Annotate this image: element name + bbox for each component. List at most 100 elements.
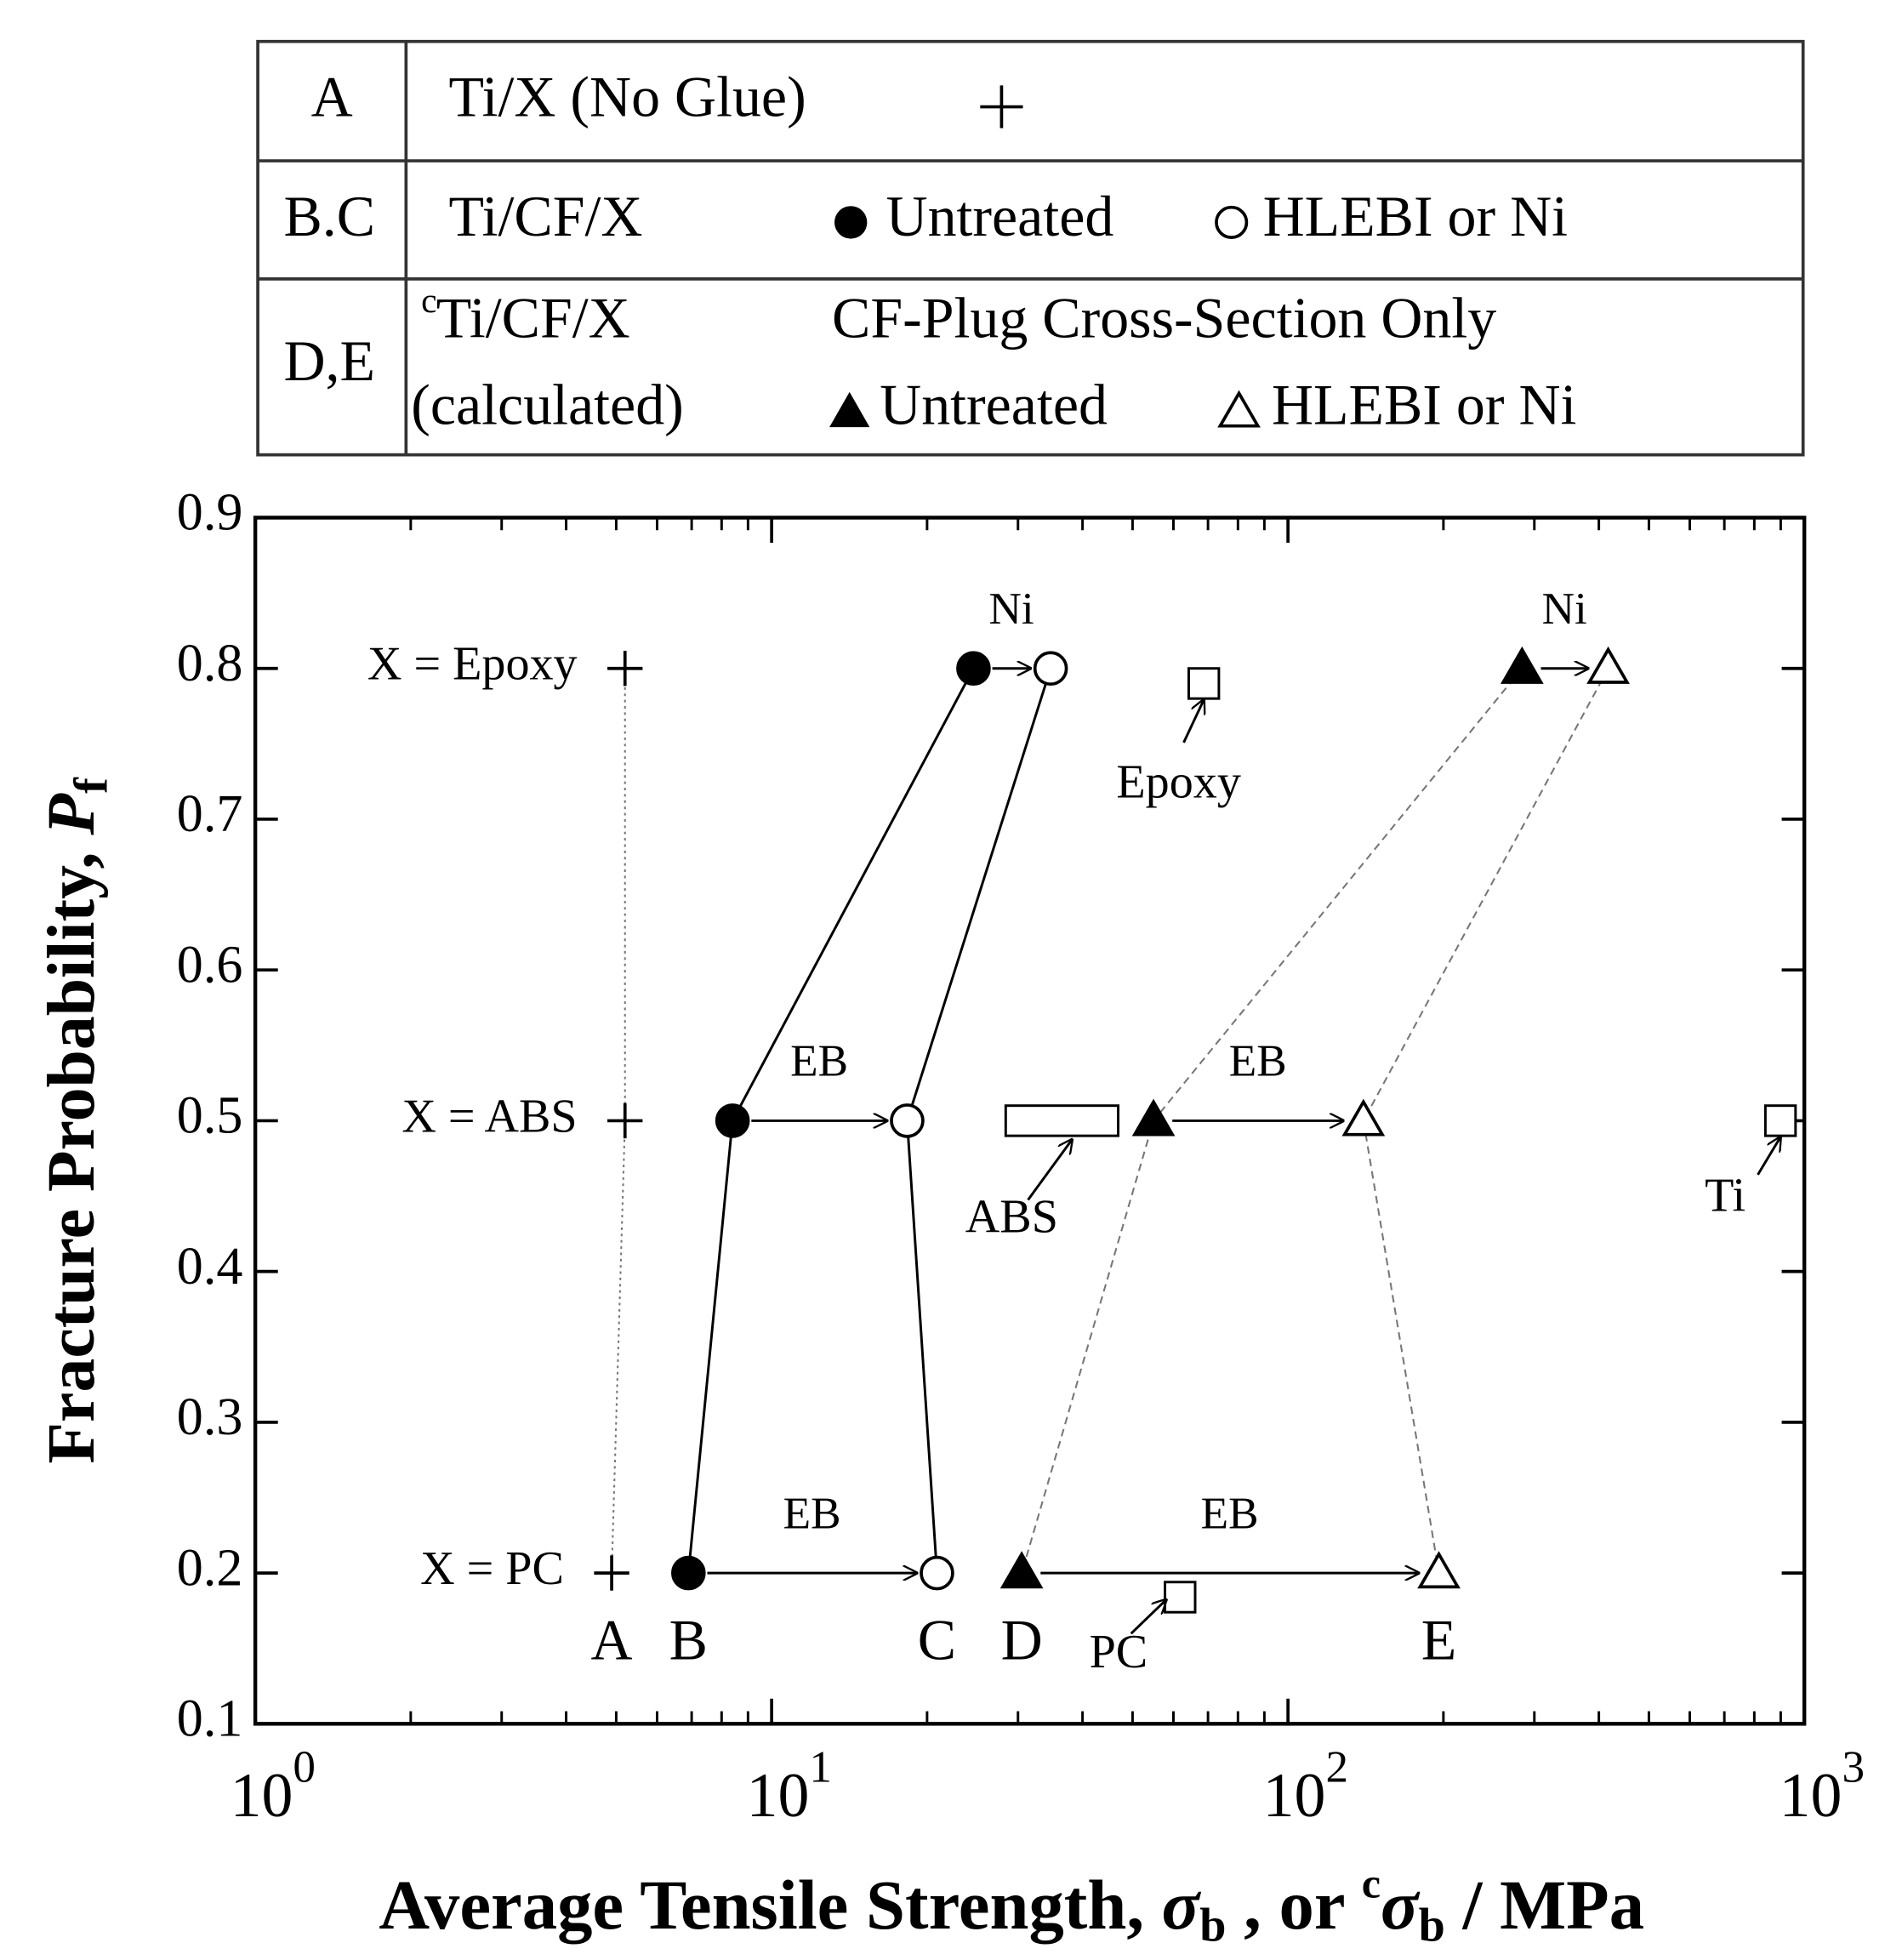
y-axis-title: Fracture Probability, Pf <box>34 777 117 1464</box>
point <box>671 1555 706 1591</box>
point <box>920 1555 954 1591</box>
series-name: C <box>918 1607 956 1672</box>
x-tick-label: 101 <box>747 1743 832 1830</box>
table-label: Ti/X (No Glue) <box>449 65 806 129</box>
table-border <box>256 39 1805 457</box>
point <box>1500 646 1544 684</box>
arrow-label: EB <box>783 1489 841 1538</box>
point <box>1417 1551 1461 1589</box>
x-tick-label: 102 <box>1263 1743 1348 1830</box>
row-label: X = ABS <box>401 1090 577 1142</box>
legend-marker <box>1215 205 1249 239</box>
x-tick-exponent: 0 <box>293 1743 316 1792</box>
x-tick-base: 10 <box>747 1760 810 1830</box>
reference-bar <box>1004 1104 1120 1137</box>
arrow-label: EB <box>790 1037 848 1086</box>
y-tick-label: 0.6 <box>177 936 243 994</box>
row-label: X = Epoxy <box>367 638 578 691</box>
x-axis-title-part: σ <box>1162 1866 1202 1944</box>
point <box>956 651 991 687</box>
reference-arrow <box>1757 1137 1781 1176</box>
legend-table <box>256 39 1805 457</box>
table-entry: HLEBI or Ni <box>1272 373 1576 437</box>
table-label-prefix: c <box>421 281 436 320</box>
reference-label: Ti <box>1705 1169 1745 1222</box>
y-tick-label: 0.5 <box>177 1087 243 1145</box>
y-tick-label: 0.2 <box>177 1539 243 1597</box>
point <box>594 1555 629 1591</box>
x-axis-title-part: / MPa <box>1445 1866 1644 1944</box>
x-tick-label: 100 <box>231 1743 316 1830</box>
y-tick-label: 0.1 <box>177 1690 243 1748</box>
table-key: A <box>311 65 353 129</box>
x-axis-title-part: , or <box>1226 1866 1361 1944</box>
x-axis-title-part: c <box>1362 1859 1381 1906</box>
table-label: Ti/CF/X <box>449 184 643 248</box>
point <box>1341 1098 1386 1137</box>
y-tick-label: 0.7 <box>177 785 243 843</box>
table-note: (calculated) <box>411 373 684 437</box>
x-axis-title-part: Average Tensile Strength, <box>379 1866 1161 1944</box>
legend-marker <box>980 85 1023 128</box>
row-label: X = PC <box>420 1542 564 1595</box>
y-tick-label: 0.8 <box>177 635 243 692</box>
x-tick-base: 10 <box>231 1760 293 1830</box>
y-tick-label: 0.4 <box>177 1238 243 1296</box>
x-tick-exponent: 1 <box>809 1743 832 1792</box>
x-axis-title: Average Tensile Strength, σb , or cσb / … <box>379 1859 1644 1952</box>
table-heading: CF-Plug Cross-Section Only <box>832 286 1496 350</box>
table-key: B.C <box>283 184 375 248</box>
table-key: D,E <box>283 328 375 393</box>
table-entry: Untreated <box>880 373 1108 437</box>
series-name: A <box>591 1607 633 1672</box>
series-line <box>1362 668 1609 1574</box>
plot-frame <box>253 516 1807 1726</box>
point <box>890 1103 925 1138</box>
arrow-label: Ni <box>1542 584 1587 634</box>
legend-marker <box>829 391 870 428</box>
x-tick-exponent: 2 <box>1325 1743 1348 1792</box>
reference-label: PC <box>1090 1626 1148 1678</box>
legend-marker <box>1217 390 1261 428</box>
table-entry: Untreated <box>886 184 1114 248</box>
y-axis-title-part: f <box>65 777 117 794</box>
reference-label: Epoxy <box>1116 755 1241 808</box>
x-tick-label: 103 <box>1780 1743 1865 1830</box>
x-tick-base: 10 <box>1780 1760 1842 1830</box>
point <box>607 651 643 687</box>
point <box>1586 646 1630 684</box>
reference-arrow <box>1130 1599 1166 1635</box>
table-label: Ti/CF/X <box>436 286 630 350</box>
reference-arrow <box>1027 1140 1073 1201</box>
y-tick-label: 0.9 <box>177 484 243 542</box>
arrow-label: Ni <box>988 584 1034 634</box>
reference-arrow <box>1182 700 1204 744</box>
series-name: D <box>1001 1607 1043 1672</box>
x-axis-title-part: b <box>1199 1899 1226 1951</box>
x-axis-title-part: σ <box>1381 1866 1421 1944</box>
arrow-label: EB <box>1201 1489 1259 1538</box>
y-axis-title-part: Fracture Probability, <box>34 835 109 1464</box>
point <box>1033 651 1068 687</box>
y-tick-label: 0.3 <box>177 1388 243 1446</box>
series-name: B <box>669 1607 708 1672</box>
y-axis-title-part: P <box>34 793 109 836</box>
x-tick-base: 10 <box>1263 1760 1326 1830</box>
x-axis-title-part: b <box>1419 1899 1445 1951</box>
reference-point <box>1763 1104 1797 1137</box>
point <box>607 1102 643 1139</box>
x-tick-exponent: 3 <box>1842 1743 1865 1792</box>
point <box>715 1103 750 1138</box>
series-name: E <box>1421 1607 1457 1672</box>
reference-point <box>1187 667 1221 700</box>
point <box>999 1551 1044 1589</box>
point <box>1131 1098 1176 1137</box>
reference-point <box>1164 1581 1197 1614</box>
table-entry: HLEBI or Ni <box>1263 184 1568 248</box>
reference-label: ABS <box>965 1190 1058 1243</box>
arrow-label: EB <box>1229 1037 1287 1086</box>
legend-marker <box>834 206 868 239</box>
